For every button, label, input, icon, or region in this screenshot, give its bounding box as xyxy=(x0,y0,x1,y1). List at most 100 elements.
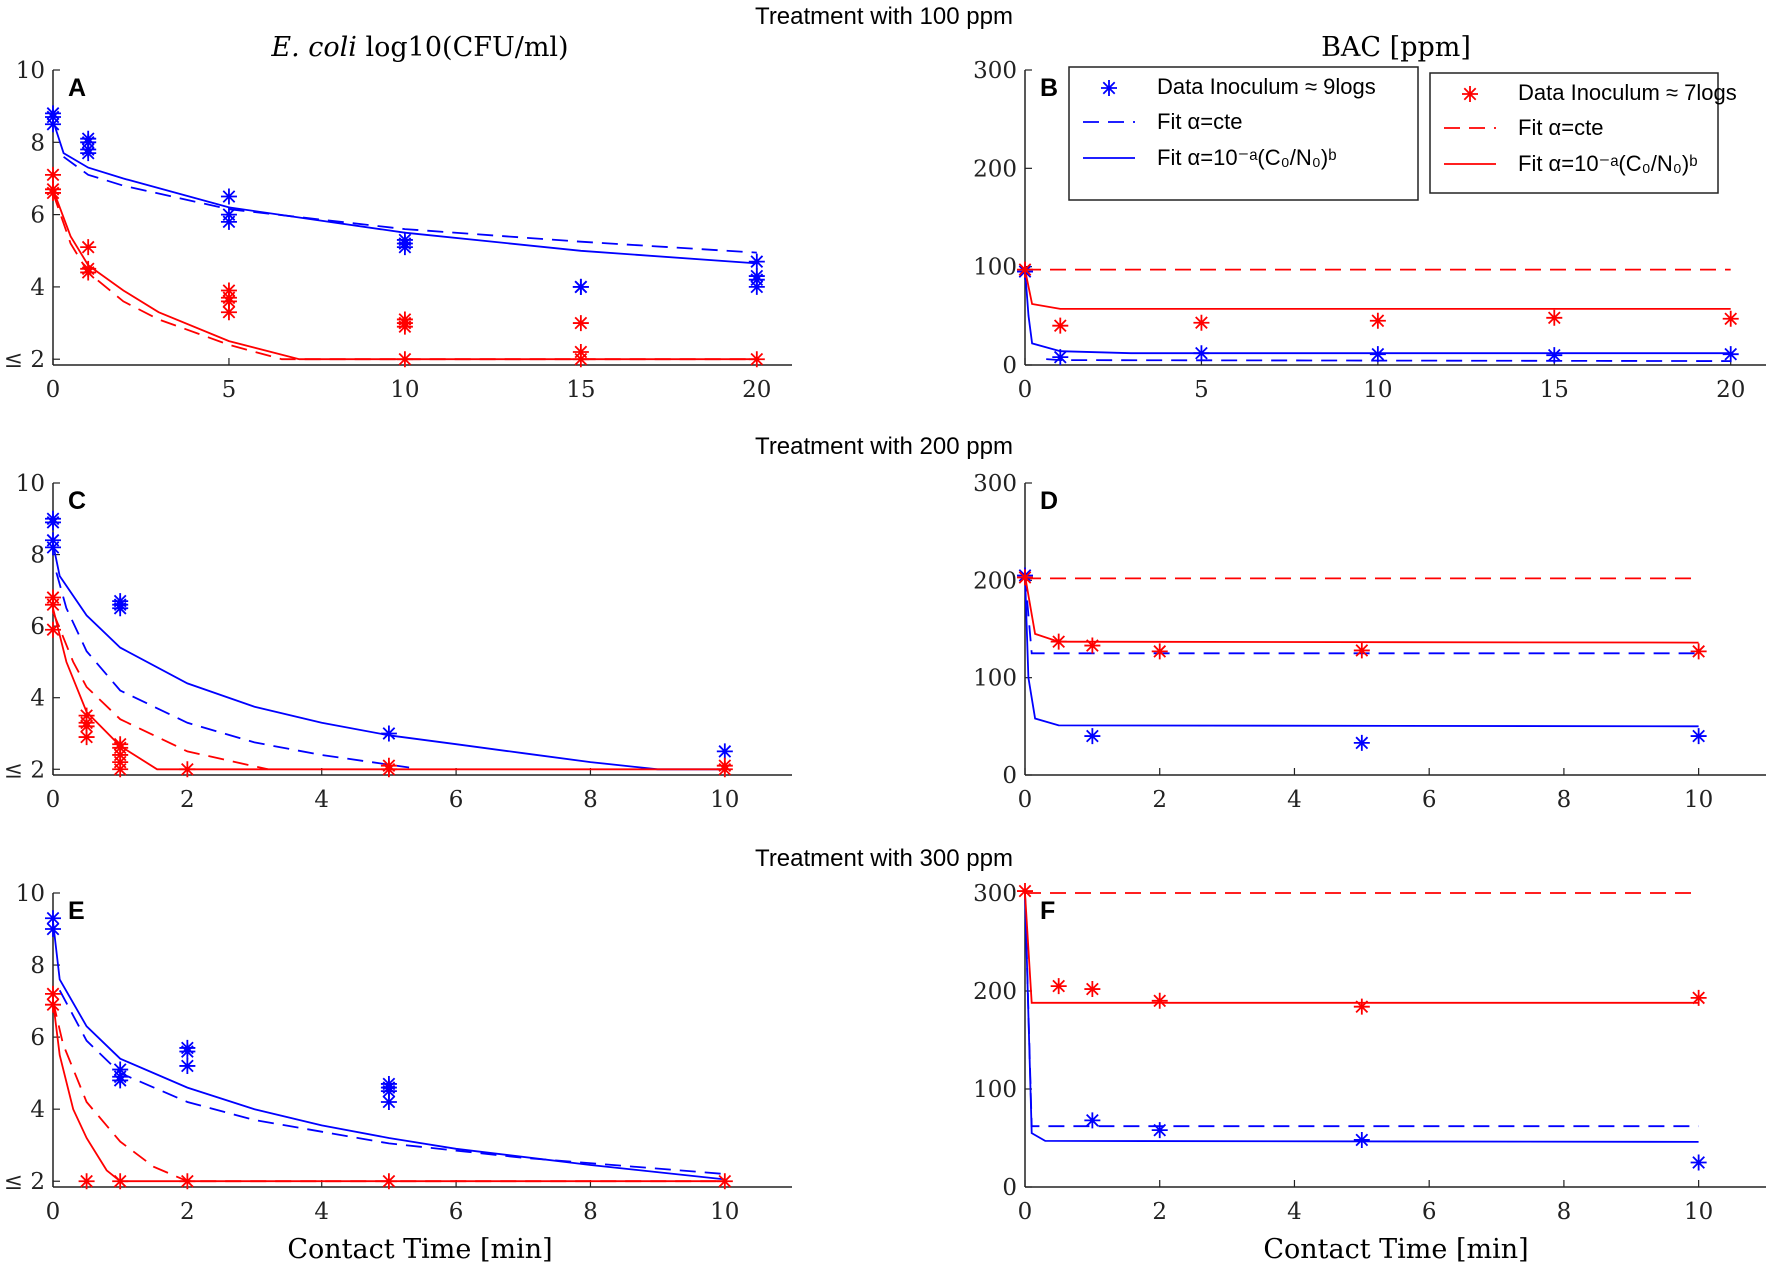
data-point-red xyxy=(179,1173,196,1190)
x-tick-label: 8 xyxy=(1557,787,1572,813)
data-point-blue xyxy=(1084,728,1101,745)
data-point-blue xyxy=(179,1057,196,1074)
x-tick-label: 10 xyxy=(1363,377,1392,403)
fit-line-red-solid xyxy=(52,188,757,361)
data-point-blue xyxy=(396,239,413,256)
data-point-blue xyxy=(1353,734,1370,751)
x-tick-label: 4 xyxy=(1287,1199,1302,1225)
data-point-red xyxy=(1546,309,1563,326)
x-tick-label: 2 xyxy=(1152,787,1167,813)
y-tick-label: ≤ 2 xyxy=(4,347,45,373)
fit-line-red-solid xyxy=(1024,269,1731,310)
x-tick-label: 0 xyxy=(46,1199,61,1225)
data-point-blue xyxy=(748,253,765,270)
data-point-blue xyxy=(45,514,61,531)
fit-line-blue-solid xyxy=(1024,892,1699,1143)
data-point-red xyxy=(45,184,61,201)
panel-letter: C xyxy=(68,487,86,515)
fit-line-red-solid xyxy=(1024,892,1699,1004)
x-tick-label: 2 xyxy=(180,787,195,813)
y-tick-label: 6 xyxy=(30,614,45,640)
data-point-blue xyxy=(1193,345,1210,362)
x-tick-label: 0 xyxy=(1018,787,1033,813)
data-point-blue xyxy=(572,278,589,295)
fit-line-blue-dash xyxy=(1046,358,1731,362)
data-point-red xyxy=(380,757,397,774)
x-axis-label-left: Contact Time [min] xyxy=(287,1234,552,1265)
data-point-blue xyxy=(1353,1131,1370,1148)
data-point-red xyxy=(78,729,95,746)
data-point-red xyxy=(179,761,196,778)
data-point-red xyxy=(45,166,61,183)
legend-label: Fit α=10⁻ᵃ(C₀/N₀)ᵇ xyxy=(1518,151,1698,176)
fit-line-red-solid xyxy=(1024,575,1699,644)
x-tick-label: 6 xyxy=(449,1199,464,1225)
x-tick-label: 8 xyxy=(1557,1199,1572,1225)
data-point-red xyxy=(1369,312,1386,329)
data-point-blue xyxy=(179,1043,196,1060)
data-point-blue xyxy=(45,116,61,133)
fit-line-blue-dash xyxy=(58,989,725,1175)
data-point-red xyxy=(572,315,589,332)
x-tick-label: 4 xyxy=(314,1199,329,1225)
row-title-100ppm: Treatment with 100 ppm xyxy=(755,3,1013,30)
y-tick-label: 200 xyxy=(973,979,1017,1005)
y-tick-label: 0 xyxy=(1002,763,1017,789)
data-point-red xyxy=(1151,643,1168,660)
y-tick-label: 0 xyxy=(1002,1175,1017,1201)
legend-label: Fit α=cte xyxy=(1518,115,1603,140)
data-point-red xyxy=(220,293,237,310)
x-tick-label: 0 xyxy=(1018,377,1033,403)
panel-A: 0 5 10 15 20 ≤ 2 4 6 8 10 A xyxy=(4,58,792,403)
data-point-blue xyxy=(380,1083,397,1100)
x-tick-label: 2 xyxy=(1152,1199,1167,1225)
data-point-red xyxy=(80,264,97,281)
y-tick-label: 0 xyxy=(1002,353,1017,379)
left-column-title-rest: log10(CFU/ml) xyxy=(357,32,569,63)
y-tick-label: ≤ 2 xyxy=(4,757,45,783)
legend-label: Fit α=cte xyxy=(1157,109,1242,134)
x-tick-label: 0 xyxy=(1018,1199,1033,1225)
row-title-300ppm: Treatment with 300 ppm xyxy=(755,845,1013,872)
panel-letter: F xyxy=(1040,897,1055,925)
x-tick-label: 0 xyxy=(46,787,61,813)
panel-C: 0 2 4 6 8 10 ≤ 2 4 6 8 10 C xyxy=(4,471,792,813)
data-point-red xyxy=(80,239,97,256)
data-point-blue xyxy=(112,600,129,617)
legend-label: Data Inoculum ≈ 9logs xyxy=(1157,74,1376,99)
left-column-title-italic: E. coli xyxy=(270,32,357,63)
x-tick-label: 4 xyxy=(314,787,329,813)
data-point-red xyxy=(572,351,589,368)
data-point-blue xyxy=(1546,347,1563,364)
y-tick-label: 200 xyxy=(973,568,1017,594)
data-point-red xyxy=(1017,569,1033,586)
y-tick-label: 6 xyxy=(30,1025,45,1051)
x-tick-label: 10 xyxy=(710,1199,739,1225)
fit-line-blue-solid xyxy=(1024,575,1699,728)
data-point-blue xyxy=(1722,346,1739,363)
data-point-blue xyxy=(1690,728,1707,745)
x-tick-label: 6 xyxy=(1422,1199,1437,1225)
data-point-red xyxy=(1690,643,1707,660)
data-point-red xyxy=(78,1173,95,1190)
legend-box-2: Data Inoculum ≈ 7logs Fit α=cte Fit α=10⁻ᵃ… xyxy=(1429,72,1737,194)
fit-line-blue-solid xyxy=(1024,269,1731,355)
panel-letter: A xyxy=(68,74,86,102)
data-point-red xyxy=(748,351,765,368)
x-tick-label: 0 xyxy=(46,377,61,403)
x-tick-label: 6 xyxy=(449,787,464,813)
data-point-red xyxy=(396,351,413,368)
fit-line-red-dash xyxy=(52,192,757,361)
data-point-red xyxy=(716,757,733,774)
data-point-red xyxy=(45,621,61,638)
data-point-blue xyxy=(716,743,733,760)
data-point-blue xyxy=(1369,346,1386,363)
row-title-200ppm: Treatment with 200 ppm xyxy=(755,433,1013,460)
data-point-red xyxy=(1353,642,1370,659)
data-point-blue xyxy=(112,1072,129,1089)
data-point-red xyxy=(1017,883,1033,900)
fit-line-red-solid xyxy=(52,607,725,771)
